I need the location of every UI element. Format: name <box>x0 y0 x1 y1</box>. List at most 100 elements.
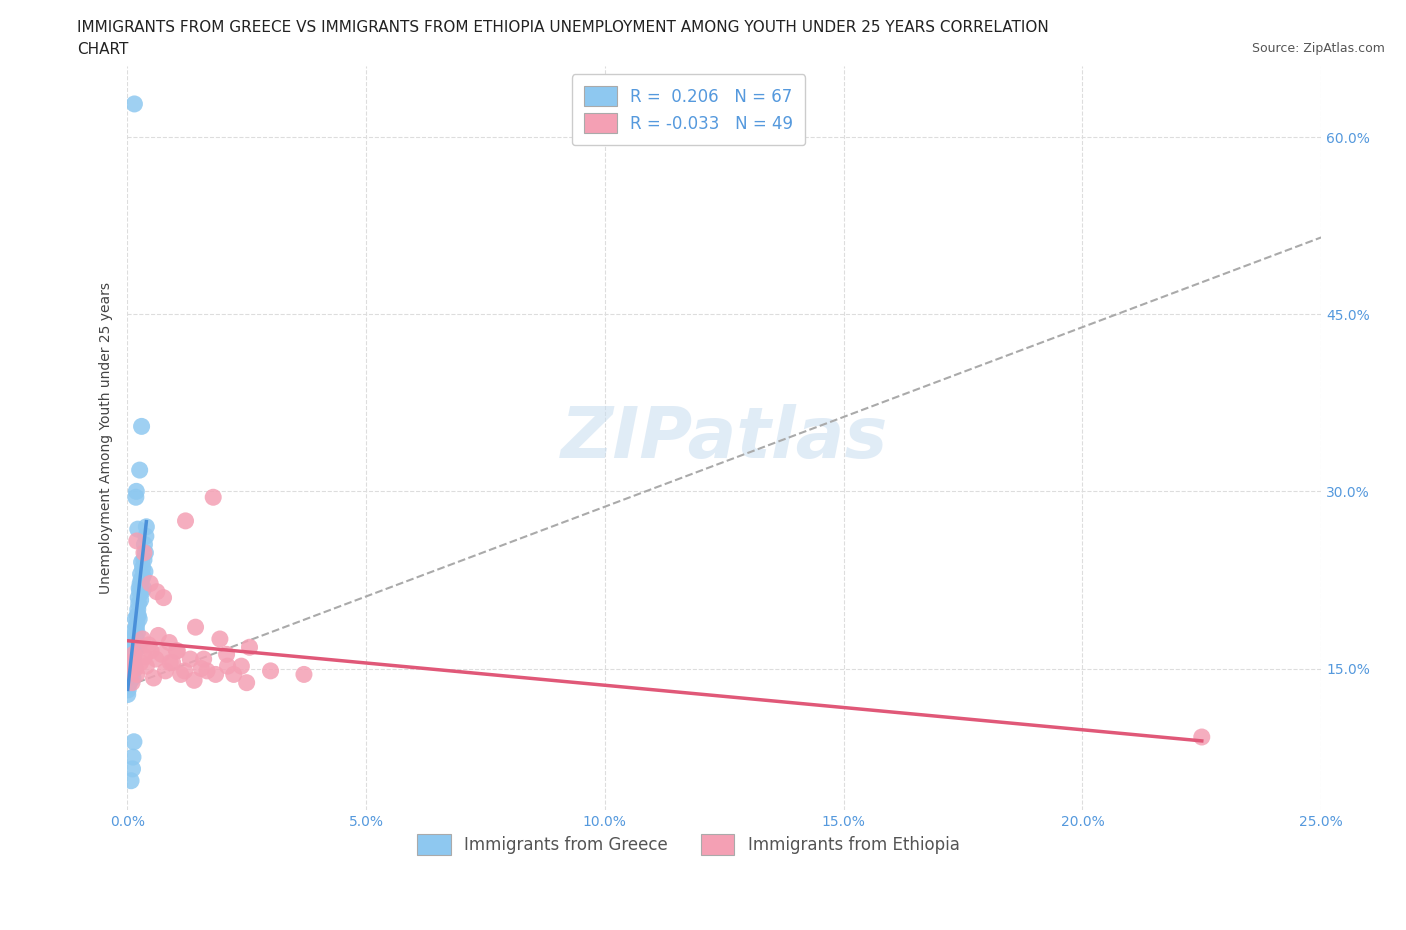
Text: CHART: CHART <box>77 42 129 57</box>
Point <box>238 640 260 655</box>
Point <box>122 735 145 750</box>
Point <box>259 663 281 678</box>
Point <box>135 658 157 673</box>
Point <box>134 545 156 560</box>
Point <box>128 596 150 611</box>
Point <box>125 617 148 631</box>
Point <box>122 652 145 667</box>
Point <box>162 655 184 670</box>
Point <box>118 675 141 690</box>
Point <box>208 631 231 646</box>
Point <box>195 663 218 678</box>
Point <box>132 552 155 567</box>
Point <box>122 647 145 662</box>
Point <box>174 513 197 528</box>
Point <box>135 519 157 534</box>
Point <box>132 580 155 595</box>
Point <box>118 658 141 673</box>
Point <box>127 522 149 537</box>
Point <box>139 576 162 591</box>
Point <box>165 644 187 658</box>
Point <box>132 569 155 584</box>
Point <box>132 545 155 560</box>
Point <box>129 576 152 591</box>
Point <box>117 671 139 685</box>
Point <box>152 591 174 605</box>
Point <box>127 608 149 623</box>
Point <box>120 670 142 684</box>
Point <box>118 663 141 678</box>
Point <box>148 628 170 643</box>
Point <box>170 667 193 682</box>
Point <box>129 566 152 581</box>
Point <box>222 667 245 682</box>
Point <box>217 658 239 673</box>
Point <box>131 418 153 433</box>
Point <box>117 687 139 702</box>
Point <box>184 619 207 634</box>
Point <box>120 773 142 788</box>
Point <box>129 655 152 670</box>
Point <box>122 644 145 658</box>
Point <box>127 591 149 605</box>
Point <box>139 644 162 658</box>
Point <box>166 644 188 658</box>
Point <box>138 637 160 652</box>
Point <box>125 667 148 682</box>
Point <box>155 663 177 678</box>
Point <box>122 750 145 764</box>
Point <box>122 671 145 685</box>
Point <box>120 647 142 662</box>
Point <box>122 631 145 646</box>
Point <box>129 592 152 607</box>
Point <box>125 484 148 498</box>
Point <box>157 635 180 650</box>
Point <box>117 663 139 678</box>
Point <box>124 661 146 676</box>
Point <box>142 671 165 685</box>
Point <box>202 490 225 505</box>
Point <box>127 626 149 641</box>
Point <box>121 675 143 690</box>
Point <box>121 663 143 678</box>
Y-axis label: Unemployment Among Youth under 25 years: Unemployment Among Youth under 25 years <box>100 282 114 594</box>
Point <box>190 661 212 676</box>
Point <box>145 652 167 667</box>
Point <box>231 658 253 673</box>
Point <box>120 661 142 676</box>
Point <box>127 608 149 623</box>
Point <box>118 667 141 682</box>
Point <box>124 640 146 655</box>
Point <box>128 580 150 595</box>
Point <box>128 462 150 477</box>
Text: ZIPatlas: ZIPatlas <box>561 404 889 472</box>
Point <box>125 490 148 505</box>
Point <box>134 537 156 551</box>
Point <box>193 652 215 667</box>
Point <box>131 561 153 576</box>
Point <box>146 584 169 599</box>
Point <box>124 644 146 658</box>
Point <box>135 529 157 544</box>
Point <box>204 667 226 682</box>
Point <box>124 611 146 626</box>
Point <box>120 655 142 670</box>
Text: IMMIGRANTS FROM GREECE VS IMMIGRANTS FROM ETHIOPIA UNEMPLOYMENT AMONG YOUTH UNDE: IMMIGRANTS FROM GREECE VS IMMIGRANTS FRO… <box>77 20 1049 35</box>
Point <box>131 555 153 570</box>
Point <box>134 565 156 579</box>
Point <box>121 640 143 655</box>
Point <box>122 623 145 638</box>
Legend: Immigrants from Greece, Immigrants from Ethiopia: Immigrants from Greece, Immigrants from … <box>411 828 966 861</box>
Point <box>1191 729 1213 744</box>
Point <box>173 663 195 678</box>
Text: Source: ZipAtlas.com: Source: ZipAtlas.com <box>1251 42 1385 55</box>
Point <box>292 667 315 682</box>
Point <box>131 631 153 646</box>
Point <box>121 655 143 670</box>
Point <box>134 649 156 664</box>
Point <box>121 635 143 650</box>
Point <box>124 658 146 673</box>
Point <box>125 534 148 549</box>
Point <box>124 628 146 643</box>
Point <box>128 584 150 599</box>
